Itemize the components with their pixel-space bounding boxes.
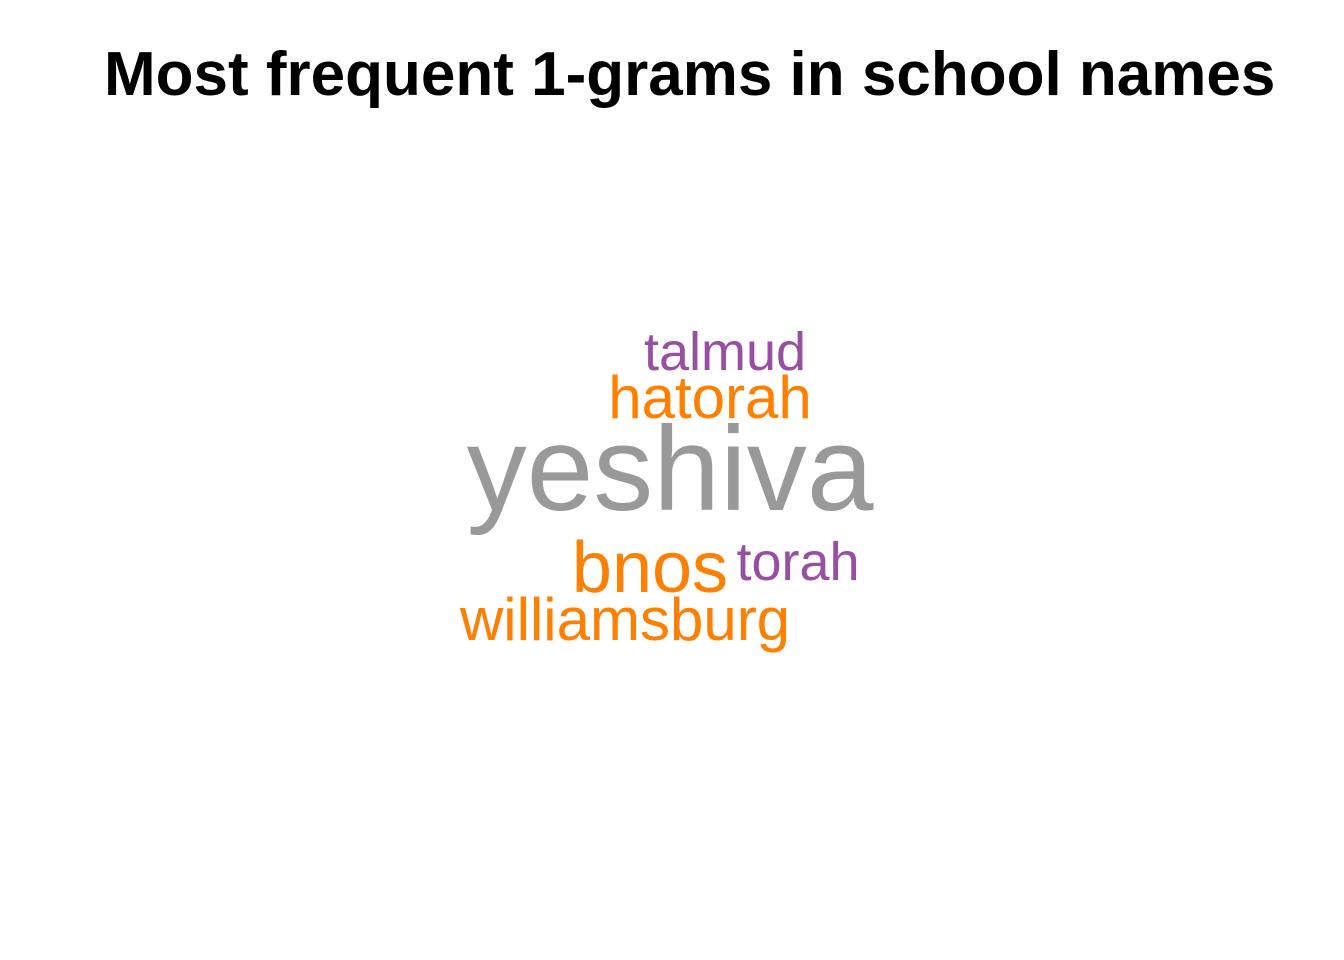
word-williamsburg: williamsburg [459, 586, 790, 653]
word-hatorah: hatorah [608, 364, 812, 431]
word-bnos: bnos [572, 528, 728, 608]
chart-title: Most frequent 1-grams in school names [104, 40, 1276, 109]
word-talmud: talmud [644, 322, 806, 382]
word-torah: torah [736, 532, 859, 592]
word-yeshiva: yeshiva [467, 402, 874, 536]
